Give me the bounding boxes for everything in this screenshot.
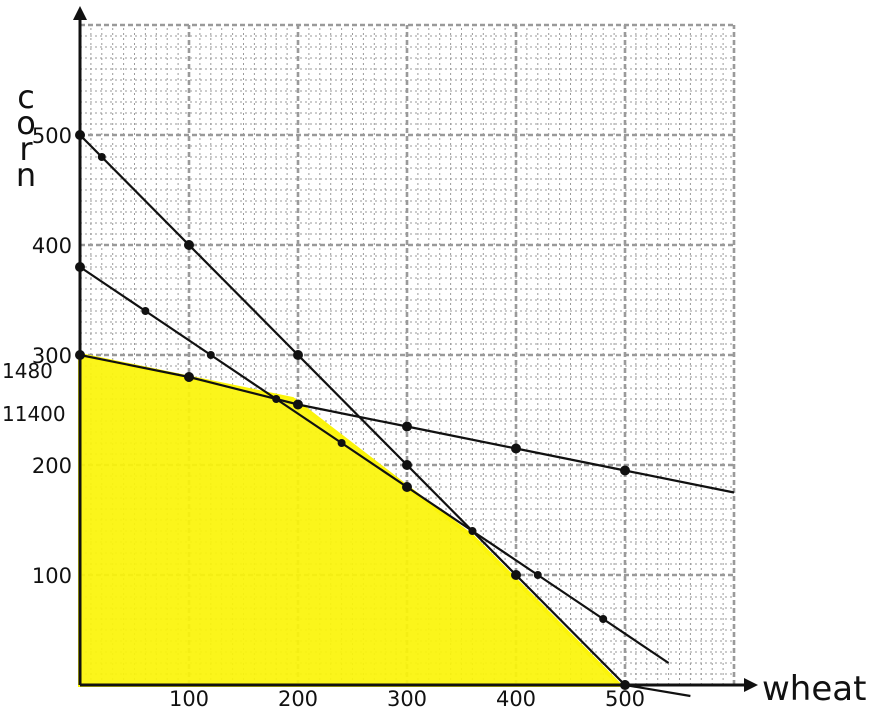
x-tick-label: 500: [605, 687, 645, 711]
y-axis-title-letter: c: [17, 78, 35, 116]
data-point: [184, 240, 194, 250]
y-tick-label: 500: [32, 124, 72, 148]
data-point: [337, 439, 346, 447]
x-tick-label: 100: [169, 687, 209, 711]
data-point: [599, 615, 608, 623]
y-axis-arrow: [73, 6, 87, 20]
axes: [73, 6, 758, 692]
y-tick-label: 200: [32, 454, 72, 478]
y-tick-label: 100: [32, 564, 72, 588]
data-point: [511, 570, 521, 580]
x-tick-label: 400: [496, 687, 536, 711]
feasible-region: [78, 352, 625, 687]
x-axis-title: wheat: [762, 669, 866, 709]
data-point: [184, 372, 194, 382]
y-tick-label: 400: [32, 234, 72, 258]
constraint-line-1: [79, 134, 691, 698]
constraint-lines: [75, 130, 735, 698]
x-tick-label: 300: [387, 687, 427, 711]
y-axis-title-letter: o: [16, 104, 36, 142]
feasible-region-layer: [78, 352, 625, 687]
y-tick-label: 300: [32, 344, 72, 368]
x-axis-arrow: [744, 678, 758, 692]
side-label: 1480: [2, 359, 53, 383]
data-point: [533, 571, 542, 579]
constraint-line-2: [79, 266, 670, 664]
data-point: [141, 307, 150, 315]
data-point: [97, 153, 106, 161]
data-point: [402, 421, 412, 432]
data-point: [402, 482, 412, 492]
y-axis-title-letter: r: [19, 130, 33, 168]
data-point: [293, 399, 303, 410]
y-axis-title-letter: n: [16, 156, 36, 194]
data-point: [511, 443, 521, 454]
data-point: [402, 460, 412, 470]
data-point: [620, 465, 630, 476]
labels: 100 200 300 400 500 100 200 300 400 500 1480 11400 w…: [2, 78, 866, 711]
side-label: 11400: [2, 402, 66, 426]
data-point: [206, 351, 215, 359]
data-point: [293, 350, 303, 360]
data-point: [468, 527, 477, 535]
x-tick-label: 200: [278, 687, 318, 711]
